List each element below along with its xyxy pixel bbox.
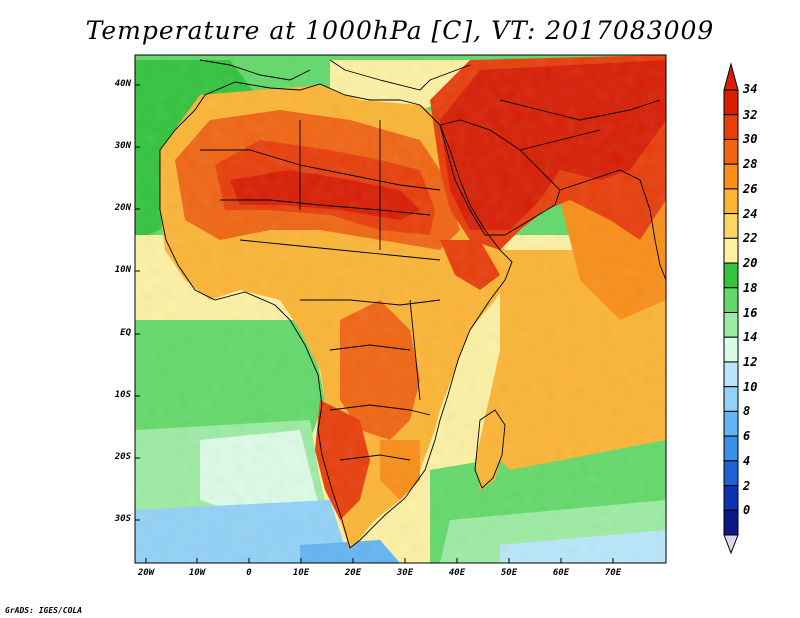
lat-label-40n: 40N	[114, 79, 131, 89]
colorbar-label: 12	[743, 354, 758, 369]
colorbar-segment	[723, 485, 739, 511]
colorbar-label: 2	[743, 478, 751, 493]
colorbar-label: 14	[743, 330, 758, 345]
temperature-field	[135, 55, 666, 563]
colorbar-label: 28	[743, 157, 758, 172]
colorbar-segment	[723, 213, 739, 239]
lat-label-30n: 30N	[114, 141, 131, 151]
colorbar-segment	[723, 410, 739, 437]
colorbar-segment	[723, 237, 739, 264]
colorbar-label: 24	[743, 206, 758, 221]
colorbar-label: 22	[743, 231, 758, 246]
lon-label-70e: 70E	[604, 568, 622, 578]
lon-label-20e: 20E	[344, 568, 362, 578]
colorbar-segment	[723, 435, 739, 462]
colorbar-label: 30	[743, 132, 758, 147]
lat-label-eq: EQ	[120, 328, 131, 338]
colorbar-bottom-arrow	[723, 534, 739, 555]
lat-label-10n: 10N	[114, 265, 131, 275]
map-title: Temperature at 1000hPa [C], VT: 20170830…	[85, 16, 715, 45]
lon-label-40e: 40E	[448, 568, 466, 578]
colorbar-segment	[723, 460, 739, 487]
lon-label-50e: 50E	[500, 568, 518, 578]
colorbar-label: 18	[743, 280, 758, 295]
colorbar-label: 4	[743, 453, 751, 468]
colorbar-segment	[723, 138, 739, 165]
footer-credit: GrADS: IGES/COLA	[5, 606, 83, 615]
lat-label-20n: 20N	[114, 203, 131, 213]
lat-label-30s: 30S	[114, 514, 131, 524]
colorbar-label: 26	[743, 181, 758, 196]
colorbar-top-arrow	[723, 62, 739, 91]
coastlines	[159, 59, 666, 549]
colorbar-segment	[723, 163, 739, 190]
colorbar-segment	[723, 114, 739, 140]
colorbar-segment	[723, 188, 739, 215]
lat-label-10s: 10S	[114, 390, 131, 400]
colorbar-segment	[723, 89, 739, 116]
colorbar-segment	[723, 287, 739, 313]
colorbar-segment	[723, 361, 739, 388]
colorbar-label: 16	[743, 305, 758, 320]
colorbar-segment	[723, 386, 739, 412]
colorbar-label: 32	[743, 107, 758, 122]
lon-label-20w: 20W	[137, 568, 155, 578]
colorbar-label: 6	[743, 429, 751, 444]
lat-label-20s: 20S	[114, 452, 131, 462]
lon-label-30e: 30E	[396, 568, 414, 578]
colorbar-label: 8	[743, 404, 751, 419]
colorbar	[723, 62, 739, 555]
lon-label-10e: 10E	[292, 568, 310, 578]
colorbar-label: 0	[743, 503, 751, 518]
lon-label-0: 0	[246, 568, 252, 578]
lon-label-60e: 60E	[552, 568, 570, 578]
map-frame	[134, 54, 667, 564]
colorbar-label: 34	[743, 82, 758, 96]
colorbar-segment	[723, 262, 739, 289]
colorbar-segment	[723, 312, 739, 338]
colorbar-label: 20	[743, 256, 758, 271]
lon-label-10w: 10W	[188, 568, 206, 578]
colorbar-segment	[723, 336, 739, 363]
axis-ticks	[135, 84, 614, 563]
colorbar-segment	[723, 509, 739, 536]
colorbar-label: 10	[743, 379, 758, 394]
